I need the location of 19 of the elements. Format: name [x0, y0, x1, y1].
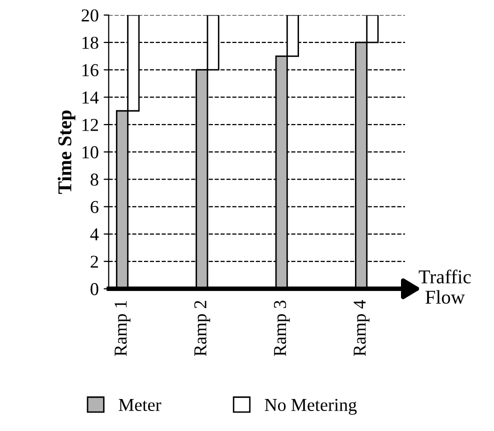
text: Traffic Flow: [418, 270, 471, 304]
x-tick-label: Ramp 4: [354, 300, 370, 356]
y-tick-label: 10: [82, 146, 98, 158]
y-tick-label: 12: [82, 118, 98, 131]
x-tick-label: Ramp 2: [194, 300, 210, 356]
x-tick-label: Ramp 1: [114, 300, 130, 356]
y-tick-label: 16: [82, 64, 98, 76]
legend-label: No Metering: [264, 398, 357, 415]
legend-label: Meter: [118, 399, 162, 412]
x-tick-label: Ramp 3: [274, 300, 290, 356]
y-tick-label: 4: [90, 228, 99, 240]
y-axis-title: Time Step: [58, 110, 76, 194]
y-tick-label: 14: [82, 92, 99, 104]
y-tick-label: 20: [82, 9, 98, 22]
y-tick-label: 8: [90, 174, 98, 186]
y-tick-label: 18: [82, 36, 98, 49]
y-tick-label: 6: [90, 200, 98, 214]
y-tick-label: 0: [90, 283, 98, 296]
y-tick-label: 2: [90, 256, 98, 268]
